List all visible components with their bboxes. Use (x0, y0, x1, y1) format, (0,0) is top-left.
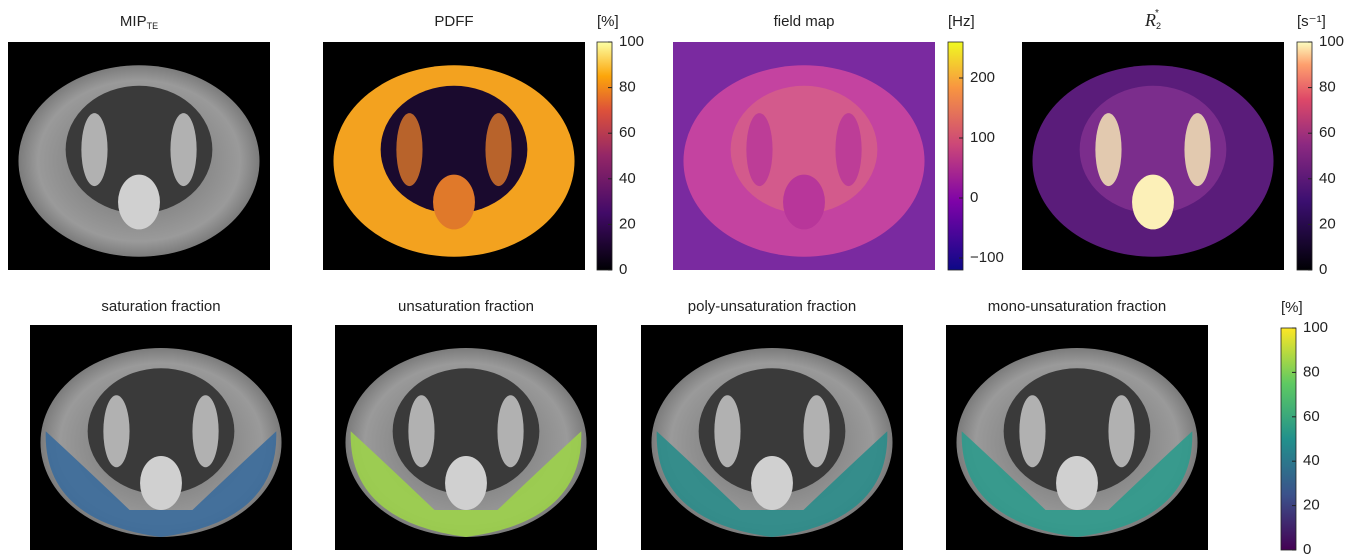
colorbar-tick-label: 40 (1319, 170, 1336, 187)
mri-image (673, 42, 935, 270)
hip-left (1019, 395, 1045, 467)
colorbar-unit: [s⁻¹] (1297, 13, 1326, 30)
panel-title: PDFF (434, 13, 473, 30)
mri-image (30, 325, 292, 550)
hip-right (835, 113, 861, 186)
panel-title: mono-unsaturation fraction (988, 298, 1166, 315)
spine (433, 175, 475, 230)
colorbar-tick-label: 200 (970, 69, 995, 86)
colorbar-tick-label: 80 (619, 79, 636, 96)
mri-image (1022, 42, 1284, 270)
colorbar (948, 42, 963, 270)
colorbar-unit: [%] (1281, 299, 1303, 316)
colorbar-tick-label: 80 (1303, 363, 1320, 380)
hip-right (170, 113, 196, 186)
hip-right (1108, 395, 1134, 467)
panel-title: poly-unsaturation fraction (688, 298, 856, 315)
colorbar-tick-label: 40 (619, 170, 636, 187)
spine (783, 175, 825, 230)
hip-left (396, 113, 422, 186)
spine (118, 175, 160, 230)
mri-image (8, 42, 270, 270)
colorbar (1297, 42, 1312, 270)
colorbar-unit: [Hz] (948, 13, 975, 30)
hip-right (485, 113, 511, 186)
colorbar-tick-label: 0 (970, 189, 978, 206)
hip-left (746, 113, 772, 186)
colorbar (597, 42, 612, 270)
panel-title: R2* (1144, 8, 1161, 32)
hip-left (103, 395, 129, 467)
title-subscript: TE (147, 21, 159, 31)
hip-right (803, 395, 829, 467)
spine (1132, 175, 1174, 230)
colorbar-tick-label: 100 (1303, 319, 1328, 336)
hip-left (81, 113, 107, 186)
spine (140, 456, 182, 510)
colorbar-tick-label: 100 (970, 129, 995, 146)
colorbar-tick-label: 0 (619, 261, 627, 278)
colorbar-tick-label: 100 (1319, 33, 1344, 50)
colorbar-unit: [%] (597, 13, 619, 30)
colorbar-tick-label: −100 (970, 249, 1004, 266)
title-main: MIP (120, 13, 147, 30)
mri-image (946, 325, 1208, 550)
panel-title: saturation fraction (101, 298, 220, 315)
colorbar-tick-label: 60 (1319, 124, 1336, 141)
spine (1056, 456, 1098, 510)
hip-right (192, 395, 218, 467)
colorbar-tick-label: 20 (1319, 215, 1336, 232)
panel-title: field map (774, 13, 835, 30)
hip-left (714, 395, 740, 467)
hip-left (1095, 113, 1121, 186)
colorbar-tick-label: 100 (619, 33, 644, 50)
title-superscript: * (1155, 8, 1159, 19)
hip-left (408, 395, 434, 467)
colorbar-tick-label: 20 (1303, 497, 1320, 514)
colorbar-tick-label: 60 (1303, 408, 1320, 425)
colorbar-tick-label: 20 (619, 215, 636, 232)
colorbar-tick-label: 40 (1303, 452, 1320, 469)
mri-image (335, 325, 597, 550)
panel-title: unsaturation fraction (398, 298, 534, 315)
colorbar-tick-label: 60 (619, 124, 636, 141)
mri-image (641, 325, 903, 550)
spine (445, 456, 487, 510)
hip-right (497, 395, 523, 467)
spine (751, 456, 793, 510)
figure: MIPTEPDFF[%]020406080100field map[Hz]−10… (0, 0, 1355, 554)
colorbar-tick-label: 0 (1319, 261, 1327, 278)
mri-image (323, 42, 585, 270)
title-subscript: 2 (1156, 21, 1161, 31)
colorbar-tick-label: 0 (1303, 541, 1311, 554)
colorbar (1281, 328, 1296, 550)
hip-right (1184, 113, 1210, 186)
panel-title: MIPTE (120, 13, 158, 31)
colorbar-tick-label: 80 (1319, 79, 1336, 96)
